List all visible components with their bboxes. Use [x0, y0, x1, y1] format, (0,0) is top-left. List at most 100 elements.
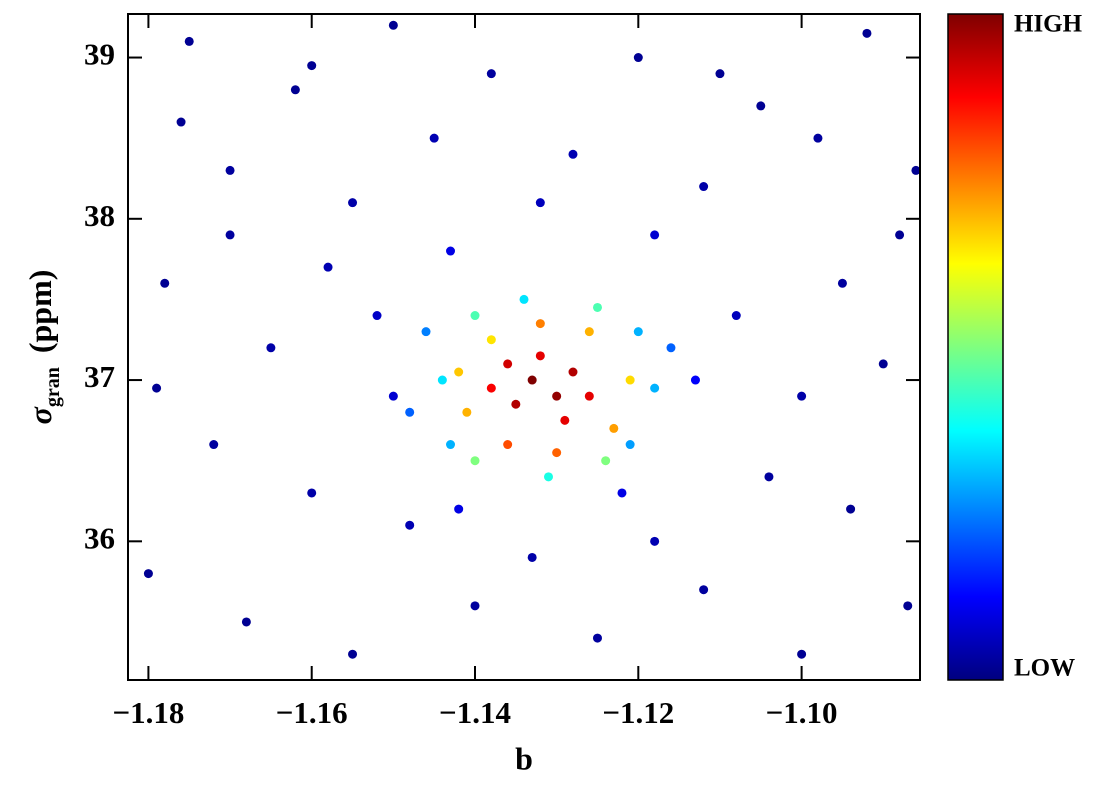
- point: [592, 633, 602, 643]
- point: [552, 391, 562, 401]
- point: [797, 391, 807, 401]
- point: [560, 415, 570, 425]
- point: [584, 327, 594, 337]
- point: [184, 36, 194, 46]
- point: [568, 149, 578, 159]
- point: [625, 440, 635, 450]
- point: [837, 278, 847, 288]
- point: [584, 391, 594, 401]
- point: [552, 448, 562, 458]
- x-tick-label: −1.10: [766, 695, 838, 730]
- x-tick-label: −1.14: [439, 695, 511, 730]
- point: [511, 399, 521, 409]
- point: [225, 230, 235, 240]
- point: [797, 649, 807, 659]
- point: [470, 311, 480, 321]
- point: [486, 335, 496, 345]
- point: [813, 133, 823, 143]
- point: [486, 383, 496, 393]
- point: [348, 649, 358, 659]
- point: [152, 383, 162, 393]
- point: [650, 383, 660, 393]
- point: [650, 230, 660, 240]
- point: [486, 69, 496, 79]
- x-axis-label: b: [515, 740, 533, 776]
- point: [911, 165, 921, 175]
- point: [462, 407, 472, 417]
- point: [650, 536, 660, 546]
- point: [609, 423, 619, 433]
- point: [519, 294, 529, 304]
- point: [446, 440, 456, 450]
- point: [592, 302, 602, 312]
- point: [715, 69, 725, 79]
- point: [543, 472, 553, 482]
- point: [454, 504, 464, 514]
- y-label-unit: (ppm): [22, 270, 58, 354]
- point: [903, 601, 913, 611]
- point: [568, 367, 578, 377]
- y-axis-label: σgran (ppm): [22, 270, 63, 425]
- x-tick-label: −1.12: [602, 695, 674, 730]
- point: [846, 504, 856, 514]
- point: [625, 375, 635, 385]
- point: [209, 440, 219, 450]
- point: [372, 311, 382, 321]
- point: [690, 375, 700, 385]
- point: [535, 319, 545, 329]
- point: [731, 311, 741, 321]
- point: [446, 246, 456, 256]
- point: [633, 327, 643, 337]
- point: [388, 20, 398, 30]
- point: [470, 456, 480, 466]
- point: [405, 520, 415, 530]
- point: [666, 343, 676, 353]
- y-tick-label: 38: [84, 198, 115, 233]
- plot-frame: [127, 13, 921, 681]
- point: [143, 569, 153, 579]
- y-tick-label: 39: [84, 37, 115, 72]
- x-tick-label: −1.18: [112, 695, 184, 730]
- point: [895, 230, 905, 240]
- point: [527, 375, 537, 385]
- point: [503, 440, 513, 450]
- colorbar-low: LOW: [1014, 655, 1075, 682]
- point: [405, 407, 415, 417]
- point: [429, 133, 439, 143]
- point: [470, 601, 480, 611]
- point: [437, 375, 447, 385]
- x-tick-label: −1.16: [276, 695, 348, 730]
- point: [878, 359, 888, 369]
- y-label-symbol: σ: [22, 406, 58, 424]
- point: [160, 278, 170, 288]
- point: [535, 351, 545, 361]
- point: [601, 456, 611, 466]
- point: [862, 28, 872, 38]
- point: [699, 585, 709, 595]
- point: [307, 488, 317, 498]
- point: [421, 327, 431, 337]
- point: [617, 488, 627, 498]
- point: [527, 552, 537, 562]
- point: [503, 359, 513, 369]
- point: [454, 367, 464, 377]
- point: [756, 101, 766, 111]
- point: [176, 117, 186, 127]
- y-label-subscript: gran: [42, 367, 64, 407]
- y-tick-label: 37: [84, 359, 115, 394]
- colorbar-high: HIGH: [1014, 11, 1083, 38]
- point: [348, 198, 358, 208]
- point: [699, 182, 709, 192]
- colorbar: [947, 13, 1004, 681]
- point: [323, 262, 333, 272]
- point: [764, 472, 774, 482]
- point: [633, 53, 643, 63]
- point: [307, 61, 317, 71]
- point: [535, 198, 545, 208]
- point: [225, 165, 235, 175]
- point: [290, 85, 300, 95]
- point: [266, 343, 276, 353]
- point: [388, 391, 398, 401]
- y-tick-label: 36: [84, 520, 115, 555]
